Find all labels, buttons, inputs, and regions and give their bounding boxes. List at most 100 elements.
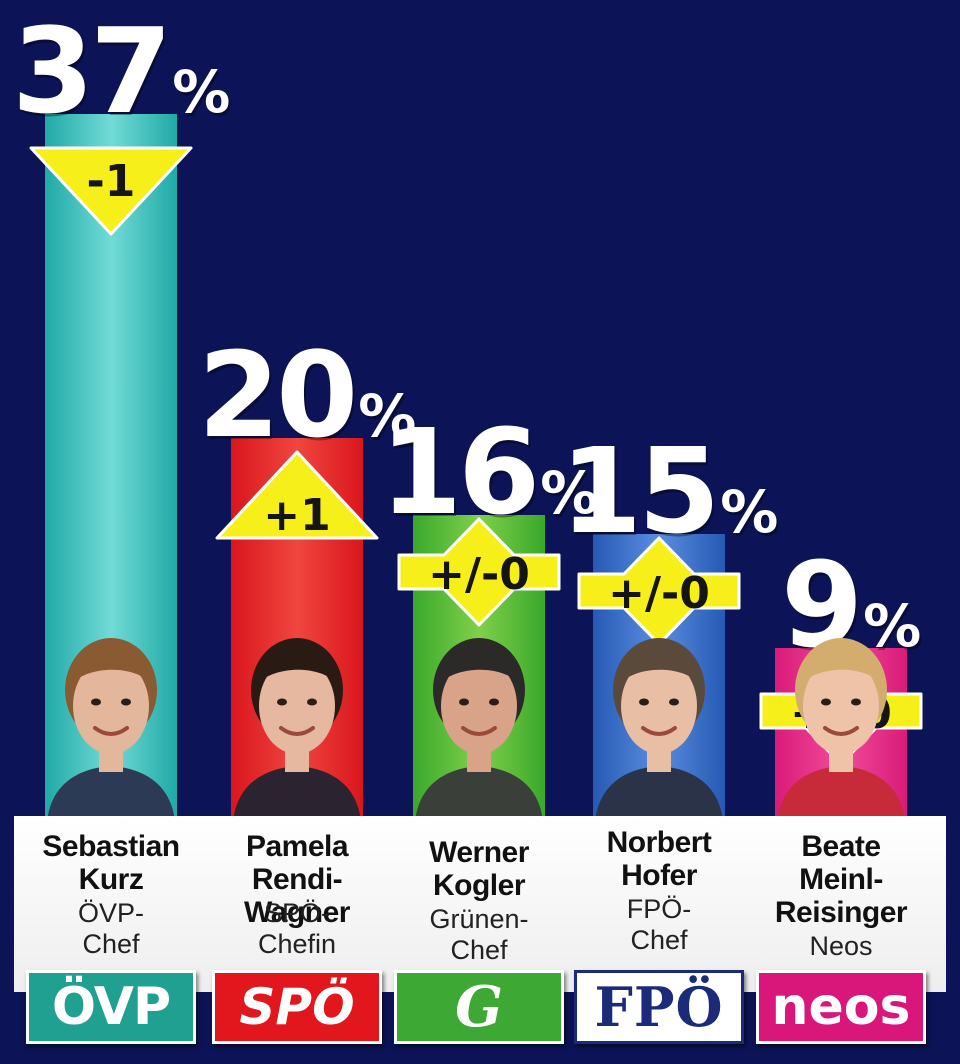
portrait-shoulders (415, 766, 543, 822)
portrait-face (441, 658, 517, 754)
portrait-mouth (93, 726, 129, 736)
portrait-mouth (823, 726, 859, 736)
candidate-role-fpoe: FPÖ- Chef (569, 894, 749, 956)
candidate-role-line: ÖVP- (77, 898, 144, 928)
change-badge-spoe (215, 450, 379, 540)
percent-label-gruenen: 16% (380, 413, 598, 531)
change-arrow-shape (215, 450, 379, 540)
party-logo-gruenen: G (394, 970, 564, 1044)
change-arrow-shape (397, 517, 561, 627)
change-badge-oevp (29, 146, 193, 236)
portrait-eye-right (669, 698, 679, 706)
change-value-gruenen: +/-0 (428, 548, 530, 600)
party-logo-text: ÖVP (51, 977, 171, 1037)
candidate-role-line: Chef (630, 925, 688, 955)
portrait-fringe (619, 653, 699, 684)
portrait-neos (777, 638, 905, 822)
candidate-role-line: Neos (809, 931, 873, 961)
portrait-fpoe (595, 638, 723, 822)
percent-value: 20 (198, 326, 358, 465)
portrait-eye-right (489, 698, 499, 706)
portrait-mouth (279, 726, 315, 736)
portrait-eye-left (639, 698, 649, 706)
change-value-oevp: -1 (86, 156, 136, 207)
portrait-face (73, 658, 149, 754)
candidate-role-line: Chef (82, 929, 140, 959)
candidate-name-line: Kogler (432, 869, 526, 902)
change-arrow-shape (29, 146, 193, 236)
party-logo-text: FPÖ (594, 975, 724, 1039)
candidate-name-line: Kurz (78, 863, 144, 896)
portrait-face (621, 658, 697, 754)
candidate-name-line: Sebastian (42, 830, 180, 863)
portrait-mouth (461, 726, 497, 736)
portrait-shoulders (233, 766, 361, 822)
portrait-face (259, 658, 335, 754)
party-logo-neos: neos (756, 970, 926, 1044)
percent-sign: % (358, 382, 417, 451)
candidate-name-line: Norbert (606, 826, 712, 859)
portrait-eye-right (851, 698, 861, 706)
portrait-gruenen (415, 638, 543, 822)
portrait-fringe (257, 653, 337, 684)
portrait-shoulders (47, 766, 175, 822)
percent-value: 15 (560, 421, 720, 560)
portrait-fringe (801, 653, 881, 684)
portrait-shoulders (777, 766, 905, 822)
candidate-role-line: Chef (450, 935, 508, 965)
candidate-role-line: Chefin (257, 929, 337, 959)
portrait-oevp (47, 638, 175, 822)
portrait-fringe (439, 653, 519, 684)
portrait-eye-right (307, 698, 317, 706)
percent-value: 16 (380, 402, 540, 541)
party-logo-text: G (455, 974, 503, 1040)
percent-sign: % (172, 58, 231, 126)
candidate-name-oevp: Sebastian Kurz (21, 830, 201, 896)
candidate-role-line: Grünen- (429, 904, 529, 934)
candidate-role-line: FPÖ- (626, 894, 692, 924)
candidate-name-line: Meinl- (799, 863, 883, 896)
portrait-spoe (233, 638, 361, 822)
candidate-name-line: Werner (429, 836, 529, 869)
candidate-role-oevp: ÖVP- Chef (21, 898, 201, 960)
candidate-role-neos: Neos (751, 931, 931, 962)
label-strip: Sebastian Kurz ÖVP- Chef Pamela Rendi-Wagner S… (14, 816, 946, 992)
party-logo-text: neos (771, 977, 911, 1037)
change-badge-gruenen (397, 517, 561, 627)
candidate-name-neos: Beate Meinl- Reisinger (751, 830, 931, 929)
percent-label-spoe: 20% (198, 336, 416, 454)
candidate-name-line: Reisinger (774, 896, 908, 929)
candidate-name-line: Pamela (245, 830, 349, 863)
percent-label-fpoe: 15% (560, 432, 778, 550)
candidate-role-spoe: SPÖ- Chefin (207, 898, 387, 960)
candidate-name-fpoe: Norbert Hofer (569, 826, 749, 892)
party-logo-spoe: SPÖ (212, 970, 382, 1044)
candidate-name-line: Hofer (621, 859, 697, 892)
candidate-name-gruenen: Werner Kogler (389, 836, 569, 902)
candidate-role-line: SPÖ- (263, 898, 330, 928)
portrait-fringe (71, 653, 151, 684)
candidate-name-line: Rendi-Wagner (244, 863, 350, 929)
party-logo-fpoe: FPÖ (574, 970, 744, 1044)
portrait-mouth (641, 726, 677, 736)
portrait-eye-left (91, 698, 101, 706)
change-value-spoe: +1 (263, 490, 331, 542)
portrait-eye-right (121, 698, 131, 706)
candidate-role-gruenen: Grünen- Chef (389, 904, 569, 966)
change-value-fpoe: +/-0 (608, 567, 710, 619)
percent-sign: % (720, 477, 779, 546)
portrait-eye-left (821, 698, 831, 706)
candidate-name-line: Beate (801, 830, 881, 863)
portrait-shoulders (595, 766, 723, 822)
percent-sign: % (863, 592, 922, 661)
portrait-eye-left (459, 698, 469, 706)
percent-label-oevp: 37% (12, 12, 230, 130)
percent-sign: % (540, 458, 599, 527)
portrait-eye-left (277, 698, 287, 706)
party-logo-text: SPÖ (239, 978, 355, 1036)
percent-value: 37 (12, 2, 172, 140)
party-logo-oevp: ÖVP (26, 970, 196, 1044)
portrait-face (803, 658, 879, 754)
candidate-name-spoe: Pamela Rendi-Wagner (207, 830, 387, 929)
